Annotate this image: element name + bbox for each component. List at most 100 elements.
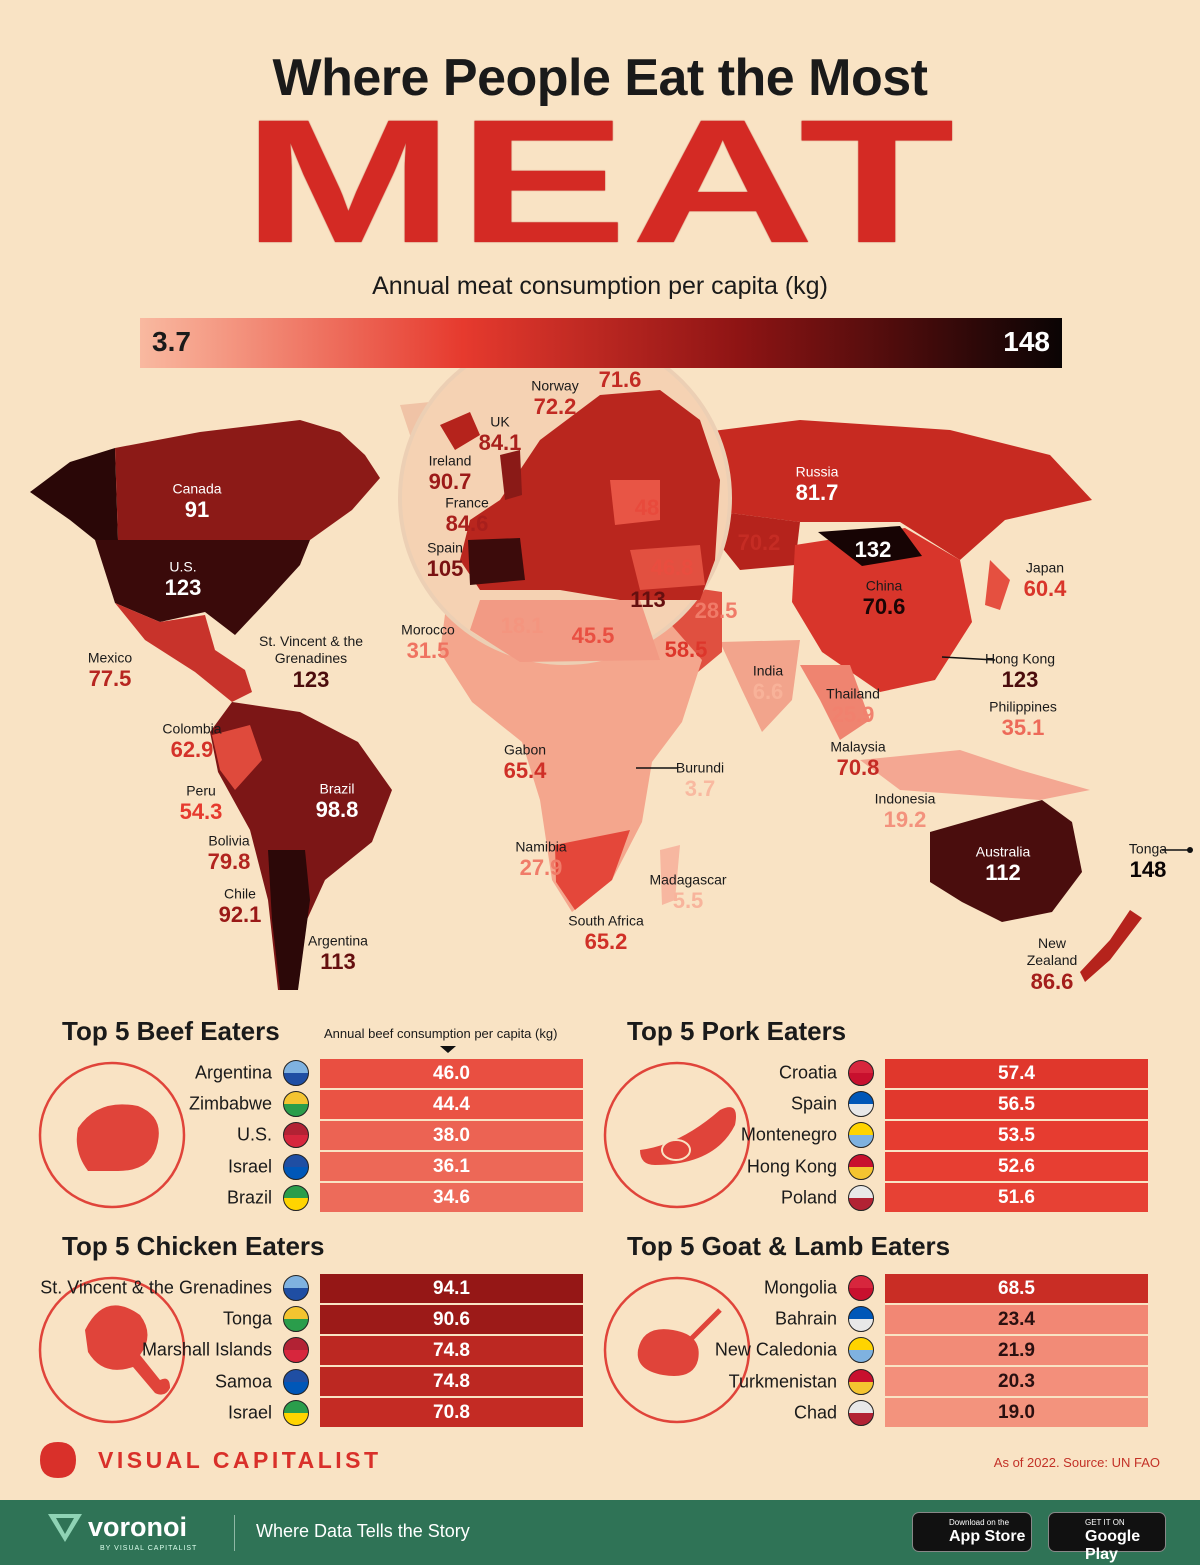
country-name: Argentina bbox=[194, 1062, 272, 1083]
country-name: Brazil bbox=[226, 1187, 272, 1208]
map-label-value: 72.2 bbox=[533, 394, 577, 419]
map-label-name: New Zealand bbox=[1026, 935, 1078, 968]
country-name: New Caledonia bbox=[714, 1339, 837, 1360]
map-label-name: Philippines bbox=[989, 698, 1057, 715]
country-name: Israel bbox=[227, 1156, 272, 1177]
map-label-value: 112 bbox=[985, 860, 1021, 885]
map-label-name: Spain bbox=[427, 539, 463, 556]
subtitle: Annual meat consumption per capita (kg) bbox=[372, 272, 828, 300]
value-cell: 38.0 bbox=[320, 1120, 583, 1150]
map-label-value: 54.3 bbox=[179, 799, 223, 824]
map-label-value: 123 bbox=[292, 667, 330, 692]
flag-icon bbox=[283, 1060, 309, 1086]
world-map bbox=[30, 331, 1193, 990]
tagline: Where Data Tells the Story bbox=[256, 1521, 470, 1541]
map-label-name: Brazil bbox=[319, 780, 355, 797]
divider bbox=[234, 1515, 235, 1551]
badge-big: Google Play bbox=[1085, 1528, 1141, 1563]
madagascar bbox=[660, 845, 680, 905]
source: As of 2022. Source: UN FAO bbox=[993, 1455, 1160, 1470]
africa bbox=[440, 582, 702, 912]
map-label-value: 60.4 bbox=[1023, 576, 1067, 601]
flag-icon bbox=[283, 1091, 309, 1118]
map-label-value: 28.5 bbox=[694, 598, 738, 623]
map-label-value: 123 bbox=[1001, 667, 1039, 692]
map-label-value: 84.1 bbox=[478, 430, 522, 455]
map-label-value: 77.5 bbox=[88, 666, 132, 691]
map-label-value: 3.7 bbox=[684, 776, 716, 801]
north-africa bbox=[470, 600, 660, 662]
country-name: Tonga bbox=[222, 1308, 272, 1329]
map-label-value: 27.9 bbox=[519, 855, 563, 880]
uk bbox=[500, 450, 522, 500]
map-label-value: 105 bbox=[426, 556, 464, 581]
europe bbox=[460, 390, 720, 600]
mexico bbox=[115, 603, 252, 702]
turkey bbox=[630, 545, 705, 590]
panel-title: Top 5 Chicken Eaters bbox=[62, 1231, 325, 1261]
legend-max: 148 bbox=[1003, 326, 1050, 357]
map-label-name: Hong Kong bbox=[984, 650, 1056, 667]
country-name: Israel bbox=[227, 1402, 272, 1423]
map-label-name: Canada bbox=[172, 480, 222, 497]
value-cell: 68.5 bbox=[885, 1273, 1148, 1303]
map-label-name: Indonesia bbox=[874, 790, 936, 807]
iceland bbox=[440, 412, 480, 450]
value-cell: 74.8 bbox=[320, 1367, 583, 1397]
country-name: Turkmenistan bbox=[728, 1371, 837, 1392]
map-label-value: 70.2 bbox=[737, 530, 781, 555]
value-cell: 23.4 bbox=[885, 1304, 1148, 1334]
badge-small: GET IT ON bbox=[1085, 1518, 1125, 1527]
country-name: Samoa bbox=[214, 1371, 272, 1392]
logo: voronoi bbox=[88, 1512, 187, 1542]
subtitle-arrow bbox=[440, 1046, 456, 1053]
panel-title: Top 5 Goat & Lamb Eaters bbox=[627, 1231, 951, 1261]
panel-title: Top 5 Pork Eaters bbox=[627, 1016, 847, 1046]
map-label-value: 123 bbox=[164, 575, 202, 600]
map-label-name: Namibia bbox=[515, 838, 567, 855]
flag-icon bbox=[283, 1399, 309, 1426]
value-cell: 53.5 bbox=[885, 1120, 1148, 1150]
map-label-name: France bbox=[445, 494, 489, 511]
flag-icon bbox=[848, 1060, 874, 1086]
value-cell: 20.3 bbox=[885, 1367, 1148, 1397]
vc-logo bbox=[40, 1442, 76, 1478]
flag-icon bbox=[848, 1153, 874, 1180]
flag-icon bbox=[283, 1306, 309, 1333]
country-name: St. Vincent & the Grenadines bbox=[40, 1277, 272, 1298]
map-label-value: 90.7 bbox=[428, 469, 472, 494]
value-cell: 19.0 bbox=[885, 1398, 1148, 1428]
flag-icon bbox=[848, 1399, 874, 1426]
russia bbox=[705, 420, 1092, 560]
map-label-name: Malaysia bbox=[830, 738, 886, 755]
value-cell: 44.4 bbox=[320, 1089, 583, 1119]
value-cell: 56.5 bbox=[885, 1089, 1148, 1119]
map-label-name: Bolivia bbox=[208, 832, 250, 849]
map-label-value: 46.8 bbox=[650, 555, 694, 580]
map-label-name: Morocco bbox=[401, 621, 455, 638]
app-store-badge[interactable]: Download on the App Store bbox=[912, 1512, 1032, 1552]
badge-big: App Store bbox=[949, 1528, 1026, 1545]
kazakhstan bbox=[720, 512, 800, 570]
headline-wrap: MEAT bbox=[0, 92, 1200, 272]
flag-icon bbox=[283, 1368, 309, 1395]
value-cell: 34.6 bbox=[320, 1183, 583, 1213]
title: Where People Eat the Most bbox=[272, 49, 928, 107]
flag-icon bbox=[283, 1122, 309, 1149]
map-label-value: 70.8 bbox=[836, 755, 880, 780]
map-label-value: 62.9 bbox=[170, 737, 214, 762]
country-name: Poland bbox=[780, 1187, 837, 1208]
country-name: Zimbabwe bbox=[188, 1093, 272, 1114]
country-name: Mongolia bbox=[763, 1277, 837, 1298]
google-play-badge[interactable]: GET IT ON Google Play bbox=[1048, 1512, 1166, 1563]
map-label-name: Chile bbox=[224, 885, 256, 902]
china bbox=[792, 528, 972, 692]
badge-small: Download on the bbox=[949, 1518, 1010, 1527]
map-label-name: Argentina bbox=[308, 932, 368, 949]
map-label-value: 79.8 bbox=[207, 849, 251, 874]
new-zealand bbox=[1080, 910, 1142, 982]
panel-title: Top 5 Beef Eaters bbox=[62, 1016, 280, 1046]
legend-min: 3.7 bbox=[152, 326, 191, 357]
south-africa bbox=[555, 830, 630, 910]
